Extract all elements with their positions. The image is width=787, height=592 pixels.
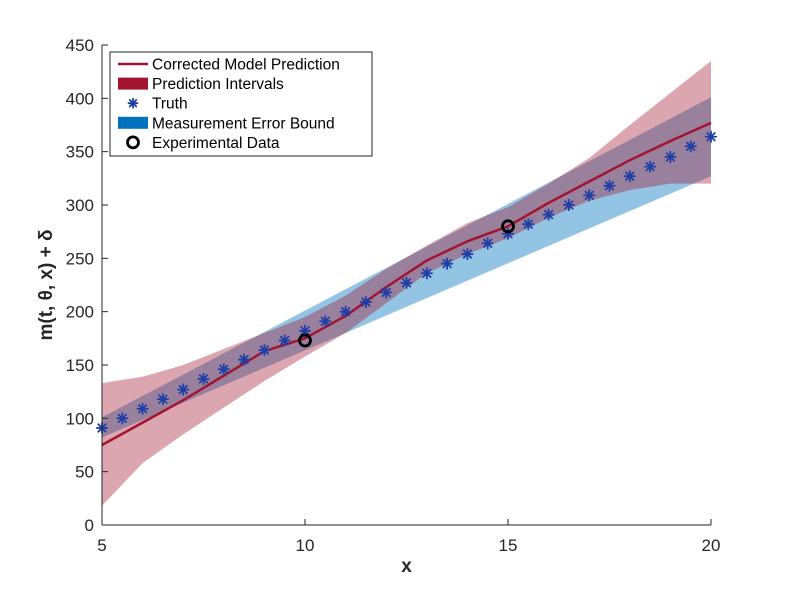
legend-label: Prediction Intervals <box>152 76 284 93</box>
truth-point <box>156 393 170 406</box>
truth-point <box>258 343 271 357</box>
legend-label: Corrected Model Prediction <box>152 57 340 74</box>
y-tick-label: 50 <box>75 463 94 482</box>
x-tick-label: 10 <box>296 536 315 555</box>
legend-swatch-blue <box>118 116 148 129</box>
legend-swatch-red <box>118 77 148 90</box>
experimental-data-point <box>298 333 312 348</box>
truth-point <box>542 208 555 221</box>
legend: Corrected Model Prediction Prediction Int… <box>109 51 373 157</box>
y-tick-label: 150 <box>66 356 94 375</box>
truth-point <box>298 324 312 337</box>
truth-point <box>177 383 190 396</box>
y-tick-label: 0 <box>85 516 94 535</box>
experimental-data-point <box>501 219 515 234</box>
truth-point <box>583 189 596 202</box>
truth-point <box>420 267 433 280</box>
truth-point <box>522 218 535 231</box>
truth-point <box>217 363 230 376</box>
y-tick-label: 400 <box>66 89 94 108</box>
x-tick-label: 20 <box>702 536 721 555</box>
measurement-error-band <box>102 97 711 438</box>
x-tick-label: 5 <box>97 536 106 555</box>
truth-point <box>623 170 636 183</box>
x-axis-label: x <box>401 556 412 577</box>
y-tick-label: 250 <box>66 249 94 268</box>
markers-layer <box>95 130 718 435</box>
lines-layer <box>101 121 712 447</box>
legend-label: Experimental Data <box>152 135 280 152</box>
truth-point <box>339 305 352 318</box>
truth-point <box>481 237 494 250</box>
truth-point <box>136 402 149 415</box>
truth-point <box>440 257 454 270</box>
truth-point <box>664 150 677 164</box>
y-tick-label: 200 <box>66 303 94 322</box>
legend-label: Truth <box>152 96 188 113</box>
truth-point <box>319 315 332 328</box>
legend-swatch-circle <box>126 135 140 150</box>
truth-point <box>380 286 393 299</box>
y-tick-label: 100 <box>66 409 94 428</box>
truth-point <box>461 247 474 261</box>
truth-point <box>562 198 575 212</box>
truth-point <box>603 179 616 192</box>
truth-point <box>197 372 210 385</box>
truth-point <box>359 295 373 309</box>
truth-point <box>400 276 413 289</box>
legend-box <box>109 51 373 157</box>
truth-point <box>116 412 129 425</box>
prediction-line <box>101 121 712 447</box>
y-tick-label: 300 <box>66 196 94 215</box>
truth-point <box>237 353 251 366</box>
truth-point <box>644 160 657 173</box>
truth-point <box>704 130 718 143</box>
y-tick-label: 450 <box>66 36 94 55</box>
truth-point <box>684 140 697 153</box>
legend-label: Measurement Error Bound <box>152 115 335 132</box>
truth-point <box>278 334 291 347</box>
legend-swatch-star <box>127 97 139 109</box>
x-tick-label: 15 <box>499 536 518 555</box>
y-axis-label: m(t, θ, x) + δ <box>36 229 57 340</box>
y-tick-label: 350 <box>66 143 94 162</box>
